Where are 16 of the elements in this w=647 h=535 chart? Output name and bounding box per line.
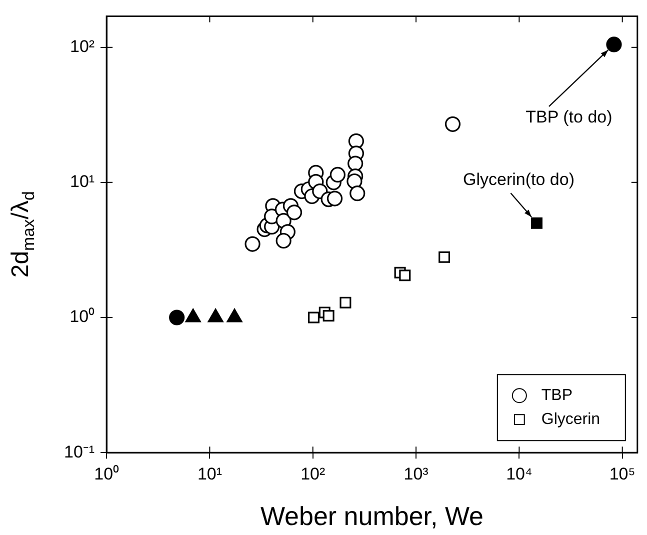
- x-tick-label: 10³: [404, 464, 429, 484]
- legend-label: TBP: [541, 387, 573, 404]
- x-axis-title: Weber number, We: [260, 501, 484, 531]
- y-tick-label: 10¹: [70, 172, 95, 192]
- annotation: TBP (to do): [526, 107, 612, 126]
- x-tick-label: 10⁴: [506, 464, 532, 484]
- y-tick-label: 10⁰: [70, 307, 95, 326]
- annotation: Glycerin(to do): [462, 170, 574, 190]
- y-tick-label: 10²: [70, 37, 95, 56]
- y-tick-label: 10⁻¹: [64, 442, 95, 462]
- x-tick-label: 10⁰: [94, 464, 120, 484]
- x-tick-label: 10¹: [197, 464, 222, 484]
- y-axis-title: 2dmax/λd: [7, 191, 38, 278]
- x-tick-label: 10⁵: [609, 464, 636, 484]
- legend-label: Glycerin: [541, 411, 600, 428]
- x-tick-label: 10²: [300, 464, 326, 484]
